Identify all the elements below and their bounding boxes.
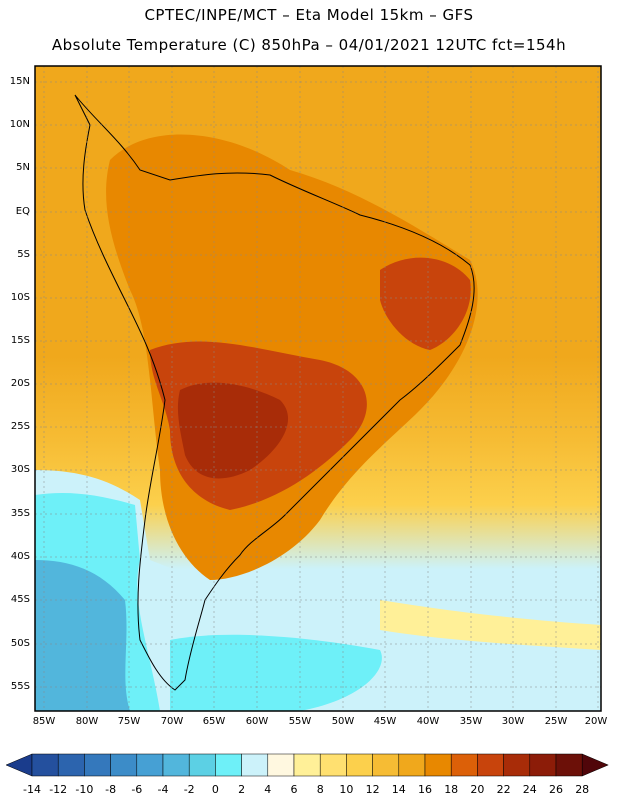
- colorbar-label: 28: [575, 783, 590, 796]
- colorbar-swatch: [372, 753, 400, 777]
- lon-label: 85W: [32, 716, 56, 727]
- colorbar-swatch: [477, 753, 504, 777]
- grid-lines: [35, 66, 601, 711]
- cold-region-deeper: [35, 560, 130, 711]
- lat-label: EQ: [15, 206, 30, 217]
- colorbar-label: 6: [290, 783, 298, 796]
- cold-patch-south: [170, 634, 382, 711]
- colorbar-label: -6: [131, 783, 143, 796]
- colorbar-label: 10: [339, 783, 354, 796]
- map-title-line1: CPTEC/INPE/MCT – Eta Model 15km – GFS: [144, 6, 474, 24]
- coastline: [74, 94, 475, 691]
- lat-label: 5N: [16, 162, 30, 173]
- colorbar-swatch: [503, 753, 531, 777]
- colorbar-label: 22: [496, 783, 511, 796]
- colorbar-swatch: [450, 753, 478, 777]
- colorbar-label: 12: [365, 783, 380, 796]
- lon-label: 55W: [288, 716, 312, 727]
- colorbar-swatch: [293, 753, 321, 777]
- lat-label: 20S: [10, 378, 30, 389]
- hot-ne: [380, 257, 471, 350]
- colorbar-label: 0: [211, 783, 219, 796]
- lat-label: 40S: [10, 551, 30, 562]
- colorbar-label: 20: [470, 783, 485, 796]
- colorbar-label: 2: [238, 783, 246, 796]
- lon-label: 70W: [160, 716, 184, 727]
- colorbar-swatch: [136, 753, 164, 777]
- map-frame: [34, 65, 602, 712]
- colorbar-label: -14: [23, 783, 41, 796]
- lon-label: 25W: [544, 716, 568, 727]
- lat-label: 30S: [10, 464, 30, 475]
- lat-label: 15S: [10, 335, 30, 346]
- colorbar-label: -8: [105, 783, 117, 796]
- colorbar-arrow-right: [581, 753, 609, 777]
- lat-label: 5S: [17, 249, 30, 260]
- warm-band-south: [380, 600, 601, 650]
- colorbar-label: 8: [316, 783, 324, 796]
- colorbar-swatch: [424, 753, 452, 777]
- lon-label: 35W: [459, 716, 483, 727]
- colorbar-swatch: [241, 753, 269, 777]
- lon-label: 50W: [331, 716, 355, 727]
- colorbar-label: -10: [75, 783, 94, 796]
- map-title-line2: Absolute Temperature (C) 850hPa – 04/01/…: [51, 36, 567, 54]
- lon-label: 30W: [501, 716, 525, 727]
- colorbar-swatch: [555, 753, 583, 777]
- colorbar-swatch: [346, 753, 373, 777]
- colorbar-swatch: [84, 753, 111, 777]
- lat-label: 25S: [10, 421, 30, 432]
- colorbar-label: -12: [49, 783, 68, 796]
- colorbar-label: 14: [391, 783, 406, 796]
- lat-label: 55S: [10, 681, 30, 692]
- colorbar-swatch: [215, 753, 242, 777]
- colorbar-swatch: [57, 753, 85, 777]
- colorbar-label: 18: [444, 783, 459, 796]
- colorbar-label: -4: [157, 783, 169, 796]
- lat-label: 15N: [9, 76, 30, 87]
- colorbar-label: 16: [418, 783, 432, 796]
- colorbar: [5, 753, 609, 777]
- lat-label: 35S: [10, 508, 30, 519]
- colorbar-label: 4: [264, 783, 272, 796]
- lat-label: 45S: [10, 594, 30, 605]
- colorbar-label: -2: [183, 783, 195, 796]
- colorbar-swatch: [31, 753, 59, 777]
- lon-label: 45W: [373, 716, 397, 727]
- lon-label: 75W: [117, 716, 141, 727]
- colorbar-swatch: [110, 753, 138, 777]
- lon-label: 20W: [584, 716, 608, 727]
- colorbar-swatch: [529, 753, 557, 777]
- colorbar-swatch: [398, 753, 426, 777]
- lat-label: 50S: [10, 638, 30, 649]
- colorbar-label: 26: [549, 783, 563, 796]
- hot-core-inner: [177, 382, 289, 479]
- lat-label: 10S: [10, 292, 30, 303]
- lon-label: 65W: [202, 716, 226, 727]
- colorbar-swatch: [267, 753, 295, 777]
- lon-label: 80W: [75, 716, 99, 727]
- colorbar-swatch: [188, 753, 216, 777]
- lat-label: 10N: [9, 119, 30, 130]
- colorbar-label: 24: [522, 783, 537, 796]
- colorbar-arrow-left: [5, 753, 33, 777]
- colorbar-swatch: [162, 753, 190, 777]
- colorbar-swatch: [319, 753, 347, 777]
- lon-label: 60W: [245, 716, 269, 727]
- lon-label: 40W: [416, 716, 440, 727]
